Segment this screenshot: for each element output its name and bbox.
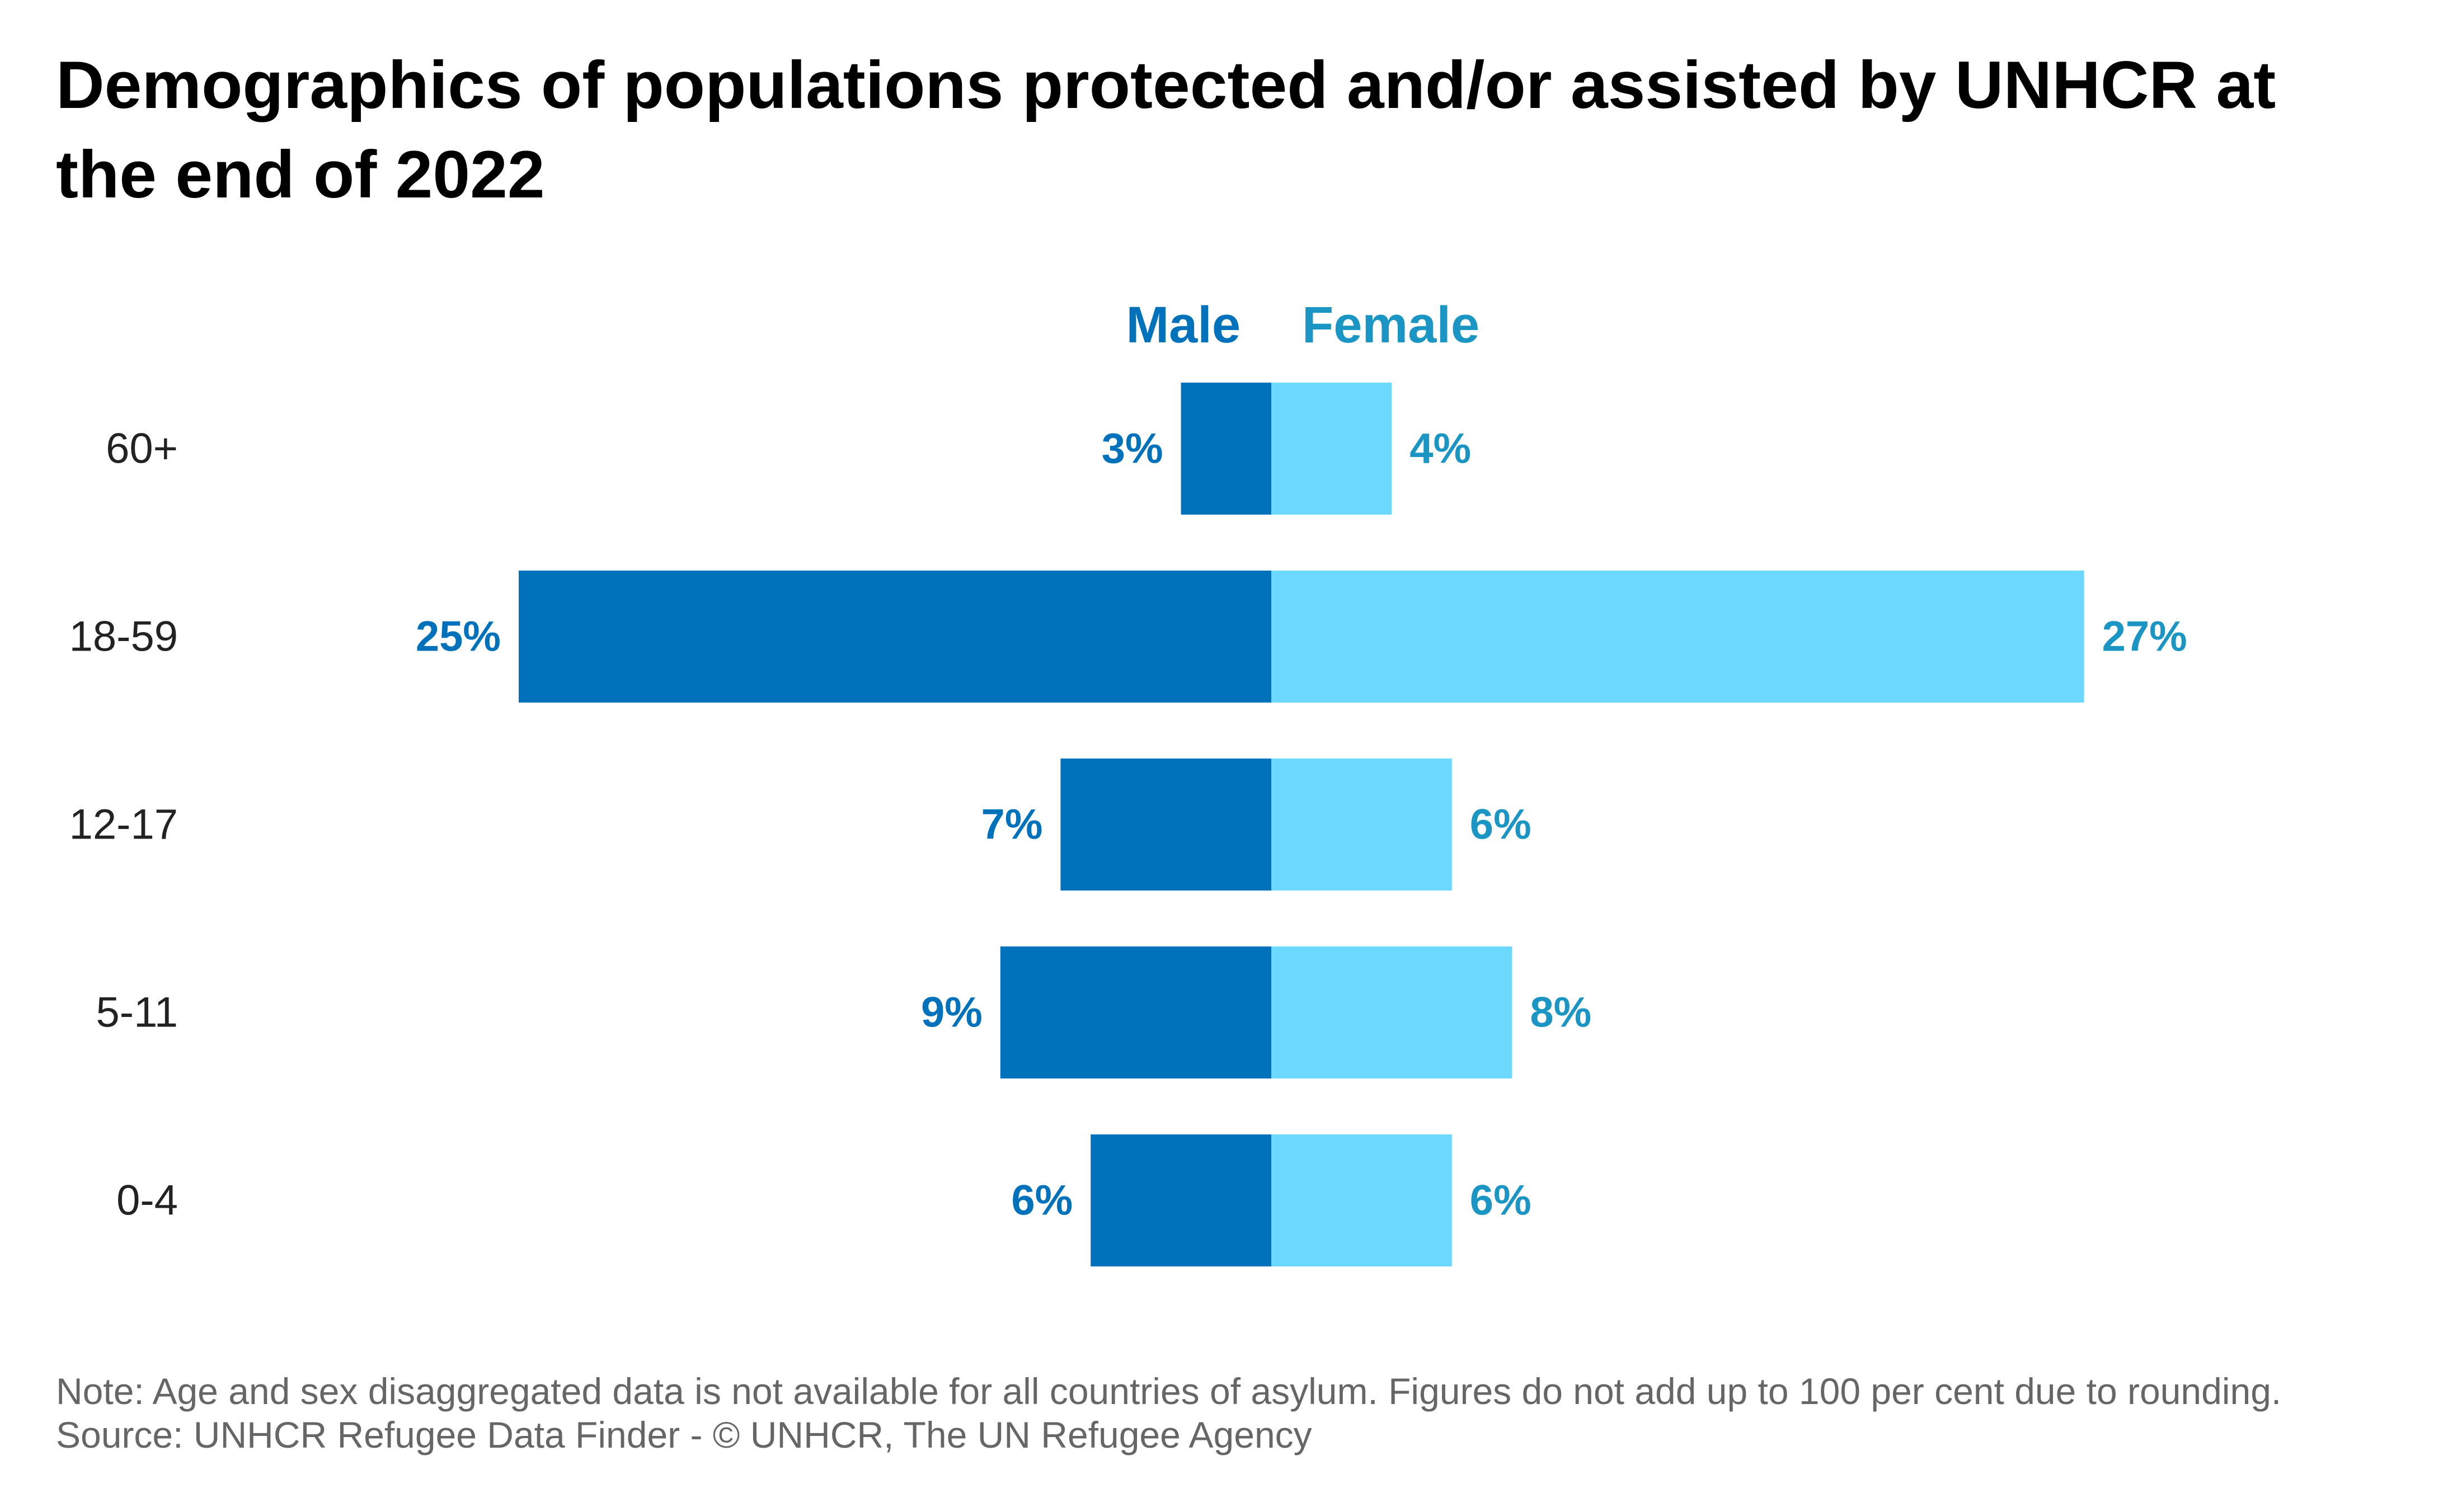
bar-female-18-59 [1271,571,2084,703]
bar-male-0-4 [1091,1134,1271,1266]
bar-male-12-17 [1060,759,1271,891]
bar-male-18-59 [519,571,1271,703]
value-label-male-18-59: 25% [416,613,501,661]
chart-footer: Note: Age and sex disaggregated data is … [56,1369,2434,1457]
category-label-0-4: 0-4 [116,1177,178,1224]
bar-female-12-17 [1271,759,1452,891]
value-label-male-60plus: 3% [1102,425,1163,473]
footnote: Note: Age and sex disaggregated data is … [56,1370,2282,1412]
legend: Male Female [1126,296,1479,354]
category-label-18-59: 18-59 [69,613,178,661]
value-labels: 3% 4% 25% 27% 7% 6% 9% 8% 6% 6% [416,425,2187,1224]
chart-title: Demographics of populations protected an… [56,48,2276,212]
population-pyramid-chart: Male Female 3% 4% 25% 27% 7% 6% 9% 8% 6% 6% 60+ 18-… [69,296,2187,1266]
bar-female-0-4 [1271,1134,1452,1266]
value-label-male-5-11: 9% [921,989,983,1037]
value-label-female-60plus: 4% [1409,425,1471,473]
value-label-female-0-4: 6% [1470,1177,1531,1224]
bar-female-5-11 [1271,946,1512,1078]
category-label-60plus: 60+ [106,425,178,473]
category-label-5-11: 5-11 [96,989,178,1037]
legend-male: Male [1126,296,1241,354]
bars [519,383,2084,1266]
value-label-female-12-17: 6% [1470,801,1531,849]
legend-female: Female [1302,296,1479,354]
bar-male-5-11 [1000,946,1271,1078]
category-axis: 60+ 18-59 12-17 5-11 0-4 [69,425,178,1224]
source-line: Source: UNHCR Refugee Data Finder - © UN… [56,1414,1312,1456]
value-label-male-0-4: 6% [1011,1177,1073,1224]
value-label-female-18-59: 27% [2102,613,2187,661]
bar-female-60plus [1271,383,1392,515]
bar-male-60plus [1181,383,1271,515]
value-label-female-5-11: 8% [1530,989,1591,1037]
value-label-male-12-17: 7% [981,801,1043,849]
category-label-12-17: 12-17 [69,801,178,849]
